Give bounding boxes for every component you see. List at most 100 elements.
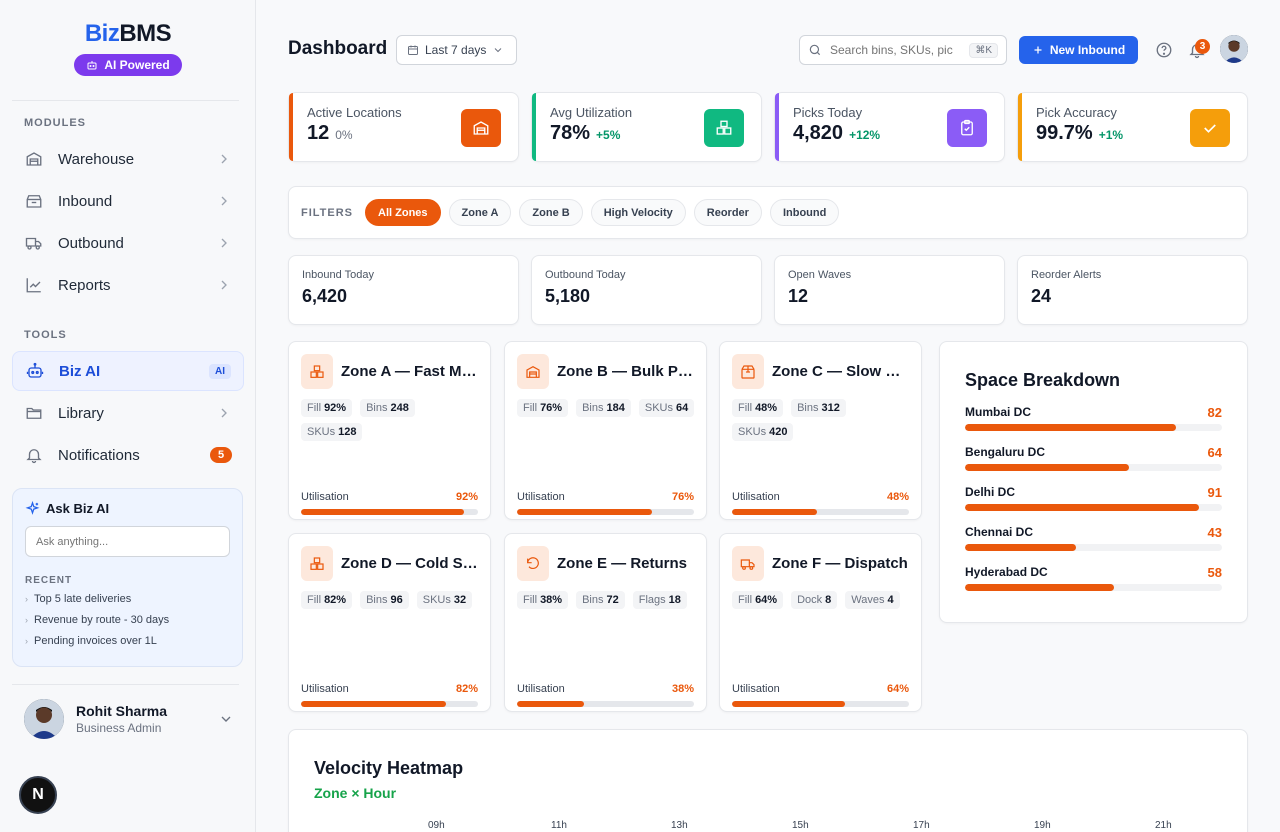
warehouse-icon [461, 109, 501, 147]
return-icon [517, 546, 549, 581]
tag-label: Fill [307, 402, 322, 414]
zone-tag: Waves 4 [845, 591, 900, 609]
search-bar[interactable]: ⌘K [799, 35, 1007, 65]
stat-card-outbound-today: Outbound Today 5,180 [531, 255, 762, 325]
sidebar-item-library[interactable]: Library [12, 394, 244, 432]
kpi-delta: 0% [335, 128, 353, 142]
sparkle-icon [25, 501, 40, 515]
zone-tag: Bins 184 [576, 399, 631, 417]
sidebar-item-inbound[interactable]: Inbound [12, 182, 244, 220]
modules-label: MODULES [24, 117, 86, 129]
progress-track [965, 584, 1222, 591]
chart-icon [24, 275, 44, 295]
utilisation-value: 92% [455, 491, 478, 503]
brand-logo[interactable]: BizBMS [0, 20, 256, 48]
tag-label: Bins [582, 402, 604, 414]
utilisation: Utilisation 64% [732, 683, 909, 707]
kpi-delta: +1% [1098, 128, 1124, 142]
progress-fill [965, 544, 1076, 551]
space-breakdown-title: Space Breakdown [965, 370, 1121, 390]
kpi-card-avg-utilization[interactable]: Avg Utilization 78% +5% [531, 92, 762, 162]
chevron-right-icon [221, 238, 227, 248]
kpi-card-picks-today[interactable]: Picks Today 4,820 +12% [774, 92, 1005, 162]
zone-tag: SKUs 420 [732, 423, 794, 441]
filter-chip-all-zones[interactable]: All Zones [365, 199, 441, 226]
user-profile-menu[interactable]: Rohit Sharma Business Admin [24, 699, 234, 739]
tag-label: SKUs [307, 426, 336, 438]
kpi-label: Active Locations [307, 105, 402, 120]
date-range-select[interactable]: Last 7 days [396, 35, 517, 65]
utilisation-value: 48% [886, 491, 909, 503]
zone-card-e[interactable]: Zone E — Returns Fill 38% Bins 72 Flags 18 … [504, 533, 707, 712]
plus-icon [1034, 46, 1042, 54]
user-role: Business Admin [76, 721, 162, 735]
sidebar-item-notifications[interactable]: Notifications 5 [12, 436, 244, 474]
utilisation-label: Utilisation [301, 491, 349, 503]
page-title: Dashboard [288, 38, 388, 59]
kpi-card-pick-accuracy[interactable]: Pick Accuracy 99.7% +1% [1017, 92, 1248, 162]
zone-tag: Fill 38% [517, 591, 569, 609]
help-icon[interactable] [1155, 41, 1173, 59]
sidebar: BizBMS AI Powered MODULES Warehouse Inbo… [0, 0, 256, 832]
velocity-heatmap-card: Velocity Heatmap Zone × Hour 09h 11h 13h… [288, 729, 1248, 832]
sidebar-item-warehouse[interactable]: Warehouse [12, 140, 244, 178]
progress-fill [732, 509, 817, 515]
ai-tag: AI [209, 363, 231, 379]
zone-tag: SKUs 32 [416, 591, 473, 609]
tools-label: TOOLS [24, 329, 67, 341]
tag-label: Dock [797, 594, 823, 606]
filter-chip-reorder[interactable]: Reorder [693, 199, 762, 226]
warehouse-icon [517, 354, 549, 389]
new-inbound-button[interactable]: New Inbound [1019, 36, 1138, 64]
filter-chip-zone-a[interactable]: Zone A [448, 199, 512, 226]
ask-input[interactable] [25, 526, 230, 557]
heatmap-hour-axis: 09h 11h 13h 15h 17h 19h 21h [289, 820, 1249, 832]
zone-tag: Flags 18 [632, 591, 687, 609]
recent-query-item[interactable]: › Top 5 late deliveries [25, 593, 230, 605]
location-name: Chennai DC [965, 525, 1034, 539]
kpi-value: 78% [550, 122, 591, 144]
avatar[interactable] [1220, 35, 1248, 63]
utilisation-label: Utilisation [732, 491, 780, 503]
zone-tag: Bins 248 [360, 399, 415, 417]
zone-tag: SKUs 64 [638, 399, 695, 417]
bot-icon [25, 361, 45, 381]
tag-value: 312 [821, 402, 840, 414]
dev-tools-button[interactable]: N [19, 776, 57, 814]
filter-chip-inbound[interactable]: Inbound [769, 199, 840, 226]
bot-icon [87, 61, 97, 70]
brand-suffix: BMS [119, 20, 172, 47]
sidebar-item-biz-ai[interactable]: Biz AI AI [12, 351, 244, 391]
tag-value: 32 [453, 594, 467, 606]
location-value: 64 [1207, 445, 1222, 460]
chevron-right-icon [221, 154, 227, 164]
space-row: Chennai DC 43 [965, 525, 1222, 551]
zone-title: Zone A — Fast Moving [341, 363, 478, 380]
stat-value: 24 [1031, 286, 1052, 306]
tag-value: 128 [338, 426, 357, 438]
sidebar-item-reports[interactable]: Reports [12, 266, 244, 304]
recent-query-item[interactable]: › Pending invoices over 1L [25, 635, 230, 647]
sidebar-item-outbound[interactable]: Outbound [12, 224, 244, 262]
recent-query-item[interactable]: › Revenue by route - 30 days [25, 614, 230, 626]
brand-prefix: Biz [84, 20, 120, 47]
hour-label: 19h [1034, 820, 1051, 831]
progress-fill [965, 464, 1130, 471]
tag-value: 420 [769, 426, 788, 438]
progress-track [732, 509, 909, 515]
search-input[interactable] [830, 43, 958, 57]
zone-tag: SKUs 128 [301, 423, 363, 441]
tag-label: SKUs [738, 426, 767, 438]
kpi-card-active-locations[interactable]: Active Locations 12 0% [288, 92, 519, 162]
filter-chip-zone-b[interactable]: Zone B [519, 199, 583, 226]
stat-label: Reorder Alerts [1031, 269, 1102, 281]
search-icon [809, 44, 821, 56]
zone-card-f[interactable]: Zone F — Dispatch Fill 64% Dock 8 Waves 4 U… [719, 533, 922, 712]
avatar [24, 699, 64, 739]
chevron-down-icon [495, 48, 502, 53]
filter-chip-high-velocity[interactable]: High Velocity [590, 199, 686, 226]
